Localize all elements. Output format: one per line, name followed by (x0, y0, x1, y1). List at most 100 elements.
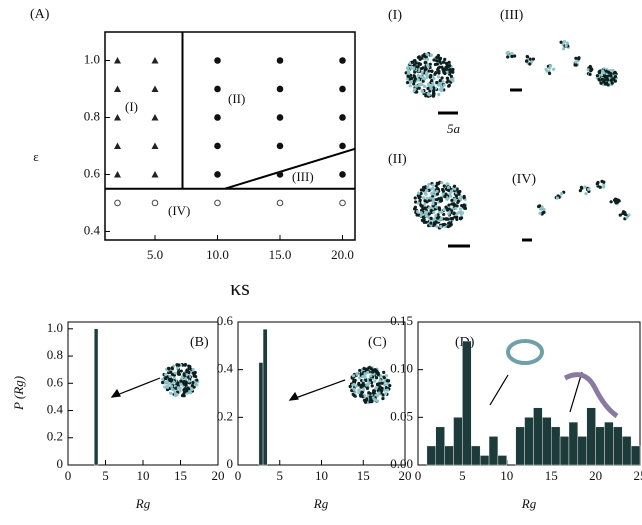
bead (538, 207, 543, 211)
bead (435, 224, 439, 229)
bar (559, 436, 570, 466)
bead (436, 75, 441, 79)
bead (164, 376, 168, 381)
bead (380, 381, 384, 385)
bead (161, 377, 165, 382)
scale-label: 5a (447, 121, 461, 136)
bead (437, 218, 441, 223)
bead (604, 69, 609, 73)
bar (604, 421, 614, 466)
bead (368, 395, 372, 399)
bead (609, 72, 613, 76)
bead (416, 201, 420, 205)
bead (422, 53, 426, 58)
bead (420, 89, 425, 93)
bead (382, 370, 386, 374)
bead (420, 70, 424, 74)
bead (439, 199, 443, 203)
bead (433, 217, 437, 221)
bead (447, 84, 451, 88)
bead (413, 77, 417, 81)
bead (447, 221, 451, 225)
bead (410, 65, 414, 69)
bead (547, 71, 552, 75)
bead (583, 185, 587, 189)
bead (352, 387, 356, 391)
bead (379, 374, 383, 378)
marker (276, 199, 284, 207)
bead (565, 41, 569, 45)
y-tick-label: 0.4 (217, 361, 234, 376)
bead (406, 69, 410, 73)
bead (458, 216, 463, 220)
bead (179, 382, 183, 386)
bead (578, 189, 582, 193)
y-axis-label: P (Rg) (11, 376, 26, 411)
bead (381, 396, 385, 401)
bead (185, 373, 189, 377)
bead (445, 70, 450, 74)
marker (214, 171, 221, 178)
bead (405, 66, 410, 70)
bar (462, 340, 472, 466)
bead (363, 372, 367, 376)
bead (359, 394, 363, 398)
bead (358, 376, 362, 380)
bead (448, 192, 452, 196)
bead (589, 69, 593, 73)
bead (421, 75, 425, 79)
bead (602, 180, 606, 184)
bead (524, 59, 529, 63)
bead (437, 92, 441, 97)
bead (176, 386, 180, 390)
bead (405, 77, 409, 81)
bead (428, 62, 432, 66)
y-tick-label: 0.4 (84, 222, 101, 237)
bead (432, 87, 436, 91)
bead (435, 189, 439, 193)
y-tick-label: 0.6 (217, 313, 234, 328)
y-axis-label: ε (33, 149, 39, 164)
bead (353, 378, 357, 383)
bead (416, 73, 420, 78)
bead (555, 196, 560, 200)
x-tick-label: 20 (399, 468, 412, 483)
bead (384, 392, 388, 396)
bead (463, 204, 467, 208)
bead (428, 206, 432, 210)
x-tick-label: 5 (277, 468, 284, 483)
bead (610, 81, 614, 85)
bead (453, 187, 457, 191)
x-axis-label: Rg (521, 496, 537, 511)
bead (173, 391, 177, 395)
bead (455, 187, 459, 191)
y-tick-label: 0.8 (84, 108, 100, 123)
bead (452, 211, 456, 215)
x-tick-label: 5 (459, 468, 466, 483)
bead (372, 389, 376, 393)
marker (339, 57, 346, 64)
bead (528, 62, 532, 66)
bead (425, 73, 429, 77)
bead (454, 206, 458, 210)
marker (114, 85, 121, 92)
bead (605, 77, 609, 81)
x-axis-label: κs (230, 275, 250, 300)
marker (276, 171, 284, 178)
bead (614, 200, 618, 204)
panel-label: (A) (30, 7, 50, 22)
bead (419, 191, 423, 196)
bead (447, 188, 451, 192)
bar (444, 445, 454, 466)
bead (435, 192, 440, 196)
bead (425, 57, 430, 61)
bead (598, 185, 602, 189)
bead (426, 82, 431, 86)
bead (166, 366, 171, 370)
x-axis-label: Rg (135, 496, 151, 511)
bead (545, 69, 549, 73)
bead (453, 203, 457, 207)
bead (458, 196, 462, 201)
bead (435, 62, 440, 66)
bead (165, 385, 170, 389)
